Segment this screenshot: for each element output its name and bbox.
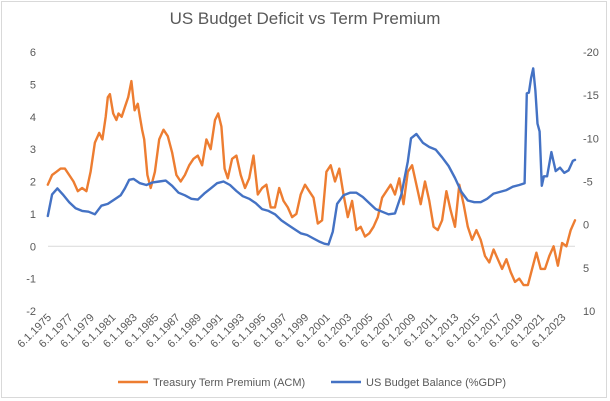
series-line-budget-balance xyxy=(46,67,577,246)
left-tick-label: 2 xyxy=(30,177,36,189)
left-tick-label: -2 xyxy=(26,306,36,318)
left-y-axis: -2 -1 0 1 2 3 4 5 6 xyxy=(26,47,36,318)
right-tick-label: 5 xyxy=(583,263,589,275)
legend: Treasury Term Premium (ACM) US Budget Ba… xyxy=(118,377,506,389)
left-tick-label: 5 xyxy=(30,79,36,91)
legend-label-budget-balance: US Budget Balance (%GDP) xyxy=(366,377,506,389)
left-tick-label: 0 xyxy=(30,241,36,253)
right-tick-label: -10 xyxy=(583,133,599,145)
right-tick-label: -15 xyxy=(583,90,599,102)
right-tick-label: 10 xyxy=(583,306,595,318)
right-tick-label: 0 xyxy=(583,220,589,232)
series-line-term-premium xyxy=(46,79,577,287)
left-tick-label: 1 xyxy=(30,209,36,221)
right-tick-label: -20 xyxy=(583,47,599,59)
left-tick-label: 3 xyxy=(30,144,36,156)
x-axis: 6.1.19756.1.19776.1.19796.1.19816.1.1983… xyxy=(15,245,575,350)
left-tick-label: -1 xyxy=(26,274,36,286)
chart-title: US Budget Deficit vs Term Premium xyxy=(170,9,441,28)
right-tick-label: -5 xyxy=(583,177,593,189)
legend-label-term-premium: Treasury Term Premium (ACM) xyxy=(153,377,305,389)
left-tick-label: 6 xyxy=(30,47,36,59)
series-layer xyxy=(46,67,577,287)
left-tick-label: 4 xyxy=(30,112,36,124)
right-y-axis: 10 5 0 -5 -10 -15 -20 xyxy=(583,47,599,318)
